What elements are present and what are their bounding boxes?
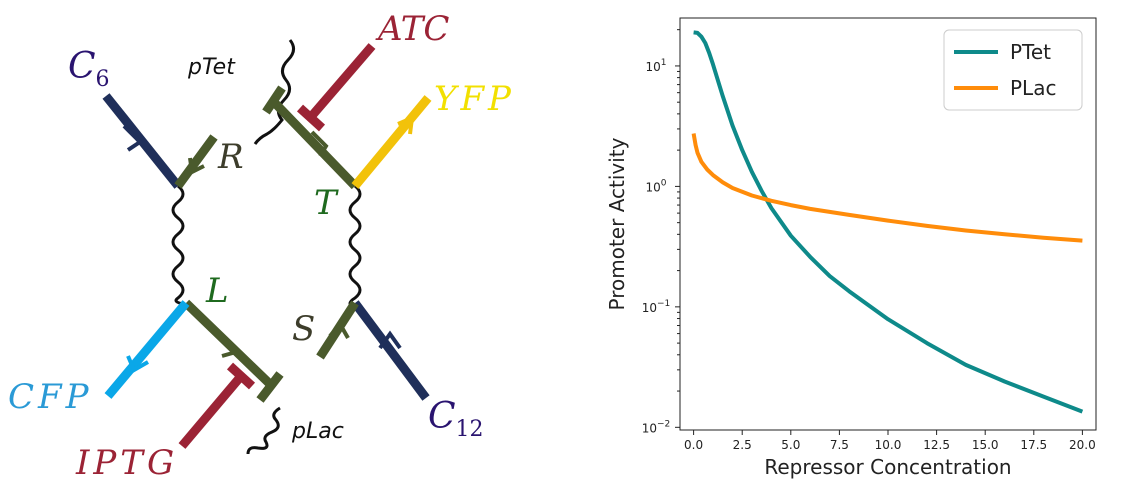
t-line — [268, 96, 359, 190]
atc-bar — [296, 104, 326, 132]
x-axis-label: Repressor Concentration — [764, 455, 1011, 479]
x-tick-label: 17.5 — [1020, 438, 1047, 452]
feynman-diagram: C6 pTet ATC YFP R T L S CFP IPTG pLac C1… — [8, 9, 515, 483]
x-tick-label: 2.5 — [733, 438, 752, 452]
cfp-arrowhead — [126, 355, 149, 373]
c12-label: C12 — [428, 396, 484, 442]
promoter-chart: 0.0 2.5 5.0 7.5 10.0 12.5 15.0 17.5 20.0 10−210−… — [605, 17, 1097, 479]
y-tick-label: 101 — [645, 58, 666, 74]
plac-label: pLac — [291, 419, 344, 444]
cfp-arrow-line — [104, 300, 190, 399]
x-tick-label: 0.0 — [684, 438, 703, 452]
l-label: L — [205, 271, 229, 311]
y-tick-label: 10−1 — [642, 299, 671, 315]
x-tick-label: 5.0 — [781, 438, 800, 452]
x-tick-label: 10.0 — [875, 438, 902, 452]
wavy-line-pLac — [246, 406, 281, 455]
legend: PTet PLac — [943, 29, 1083, 111]
cfp-label: CFP — [8, 377, 92, 417]
atc-label: ATC — [375, 9, 449, 49]
c6-arrowhead — [122, 124, 144, 152]
yfp-label: YFP — [434, 79, 515, 119]
y-axis-label: Promoter Activity — [605, 137, 629, 310]
wavy-line-left-top — [171, 184, 185, 306]
x-tick-label: 12.5 — [923, 438, 950, 452]
iptg-label: IPTG — [75, 443, 178, 483]
wavy-line-right-top — [348, 184, 362, 310]
r-line — [174, 134, 218, 189]
iptg-line — [178, 372, 246, 449]
t-arrowhead — [310, 130, 329, 158]
l-arrowhead — [220, 336, 240, 358]
y-tick-label: 10−2 — [642, 419, 671, 435]
s-label: S — [292, 309, 315, 349]
r-label: R — [217, 137, 244, 177]
l-bar — [256, 371, 284, 403]
y-axis-ticks: 10−2 10−1 100 101 — [642, 29, 680, 435]
iptg-bar — [226, 362, 256, 390]
c12-arrow-line — [351, 300, 430, 401]
yfp-arrowhead — [397, 114, 415, 135]
s-arrowhead — [328, 320, 350, 339]
legend-label-ptet: PTet — [1010, 40, 1051, 64]
x-tick-label: 20.0 — [1069, 438, 1096, 452]
r-arrowhead — [188, 157, 205, 176]
x-tick-label: 7.5 — [830, 438, 849, 452]
c6-arrow-line — [102, 93, 182, 189]
legend-label-plac: PLac — [1010, 76, 1056, 100]
c12-arrowhead — [378, 330, 402, 350]
series-lines — [691, 30, 1084, 414]
t-label: T — [314, 183, 339, 223]
wavy-line-pTet — [253, 39, 295, 145]
x-axis-ticks: 0.0 2.5 5.0 7.5 10.0 12.5 15.0 17.5 20.0 — [684, 430, 1096, 452]
series-line-plac — [691, 133, 1083, 243]
yfp-arrow-line — [351, 95, 432, 189]
y-tick-label: 100 — [645, 178, 666, 194]
atc-line — [306, 43, 376, 121]
x-tick-label: 15.0 — [972, 438, 999, 452]
ptet-label: pTet — [187, 55, 236, 80]
t-bar — [262, 85, 286, 115]
c6-label: C6 — [68, 46, 110, 92]
